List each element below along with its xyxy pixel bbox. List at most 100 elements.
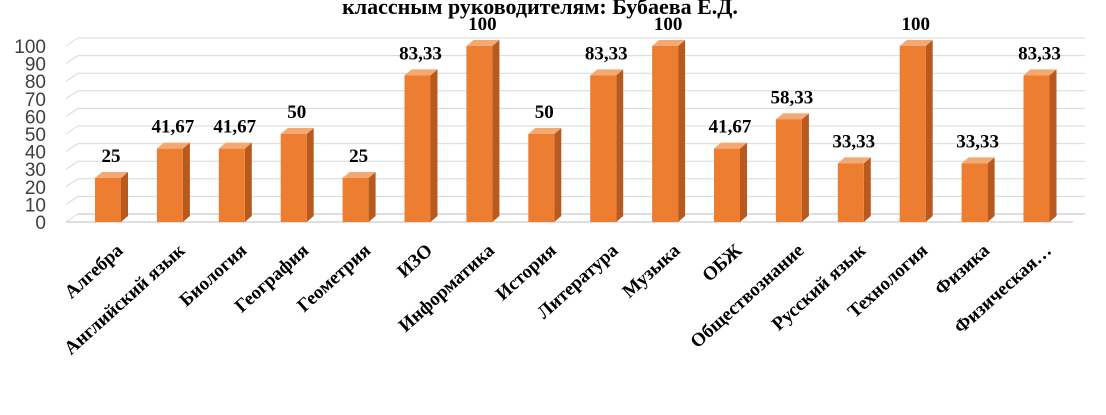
bar-top xyxy=(775,113,809,120)
bar-top xyxy=(961,157,995,164)
bar-top xyxy=(590,69,624,76)
bar xyxy=(466,40,500,222)
y-tick-label: 20 xyxy=(25,178,46,199)
x-tick-label: Обществознание xyxy=(687,240,809,352)
y-tick-label: 40 xyxy=(25,143,46,164)
bar-top xyxy=(652,40,686,46)
data-label: 33,33 xyxy=(956,131,999,152)
data-label: 100 xyxy=(654,14,683,35)
bar-front xyxy=(218,148,245,222)
bar-top xyxy=(218,142,252,149)
y-tick-label: 90 xyxy=(25,55,46,76)
bar-front xyxy=(714,148,740,222)
data-label: 83,33 xyxy=(1018,43,1061,64)
bar-top xyxy=(404,69,438,76)
gridline-slant xyxy=(65,55,79,65)
bar-side xyxy=(121,172,128,222)
y-tick-label: 10 xyxy=(25,195,46,216)
bar xyxy=(837,157,871,222)
bar-side xyxy=(678,40,686,222)
bar-front xyxy=(590,75,617,222)
bar-side xyxy=(368,172,376,222)
bar-top xyxy=(95,172,128,178)
bar-top xyxy=(156,142,190,149)
bar-side xyxy=(987,157,995,222)
data-label: 83,33 xyxy=(585,43,628,64)
data-label: 83,33 xyxy=(399,43,442,64)
bar-side xyxy=(863,157,871,222)
data-label: 41,67 xyxy=(152,117,195,138)
data-label: 41,67 xyxy=(709,117,752,138)
bar-front xyxy=(899,46,926,222)
bar-side xyxy=(430,69,438,222)
bar-front xyxy=(404,75,431,222)
gridline-slant xyxy=(65,195,79,205)
bar-side xyxy=(492,40,500,222)
data-label: 100 xyxy=(468,14,497,35)
gridline-slant xyxy=(65,125,79,135)
gridline-slant xyxy=(65,160,79,170)
data-label: 25 xyxy=(102,146,121,167)
bar xyxy=(218,142,252,222)
bar xyxy=(961,157,995,222)
bar-side xyxy=(616,69,624,222)
bar-top xyxy=(466,40,500,46)
data-label: 50 xyxy=(287,102,306,123)
data-label: 33,33 xyxy=(832,131,875,152)
bar-front xyxy=(775,119,802,222)
y-tick-label: 60 xyxy=(25,107,46,128)
bar-front xyxy=(528,134,555,222)
chart-title: классным руководителям: Бубаева Е.Д. xyxy=(342,0,738,19)
bar-side xyxy=(1049,69,1057,222)
bar-front xyxy=(466,46,493,222)
y-tick-label: 80 xyxy=(25,72,46,93)
gridline-slant xyxy=(65,107,79,117)
bar xyxy=(652,40,686,222)
bar xyxy=(156,142,190,222)
bar-front xyxy=(652,46,679,222)
data-label: 100 xyxy=(901,14,930,35)
x-tick-label: ОБЖ xyxy=(698,240,746,286)
bar-top xyxy=(280,128,314,134)
bar xyxy=(590,69,624,222)
bar xyxy=(899,40,933,222)
bar-top xyxy=(899,40,933,46)
x-tick-label: ИЗО xyxy=(393,240,436,282)
data-label: 50 xyxy=(535,102,554,123)
bar-front xyxy=(156,148,183,222)
bar-top xyxy=(837,157,871,164)
data-label: 41,67 xyxy=(213,117,256,138)
gridline-slant xyxy=(65,37,79,47)
data-label: 25 xyxy=(349,146,368,167)
gridline-slant xyxy=(65,72,79,82)
bar-top xyxy=(528,128,562,134)
bar-side xyxy=(925,40,933,222)
bar-front xyxy=(95,178,121,222)
x-tick-label: Музыка xyxy=(619,240,685,303)
bar-side xyxy=(554,128,562,222)
y-tick-label: 30 xyxy=(25,160,46,181)
bars xyxy=(95,40,1057,222)
bar-front xyxy=(342,178,369,222)
bar xyxy=(342,172,376,222)
bar-front xyxy=(961,163,988,222)
gridline-slant xyxy=(65,213,79,223)
bar-side xyxy=(740,142,747,222)
data-label: 58,33 xyxy=(771,87,814,108)
bar-top xyxy=(1023,69,1057,76)
bar-side xyxy=(244,142,252,222)
y-tick-label: 70 xyxy=(25,90,46,111)
bar xyxy=(714,142,747,222)
y-tick-label: 0 xyxy=(35,213,46,234)
bar xyxy=(775,113,809,222)
gridline-slant xyxy=(65,90,79,100)
bar-side xyxy=(801,113,809,222)
bar-side xyxy=(306,128,314,222)
bar-side xyxy=(182,142,190,222)
bar-top xyxy=(714,142,747,149)
bar xyxy=(1023,69,1057,222)
bar xyxy=(528,128,562,222)
gridline-slant xyxy=(65,178,79,188)
